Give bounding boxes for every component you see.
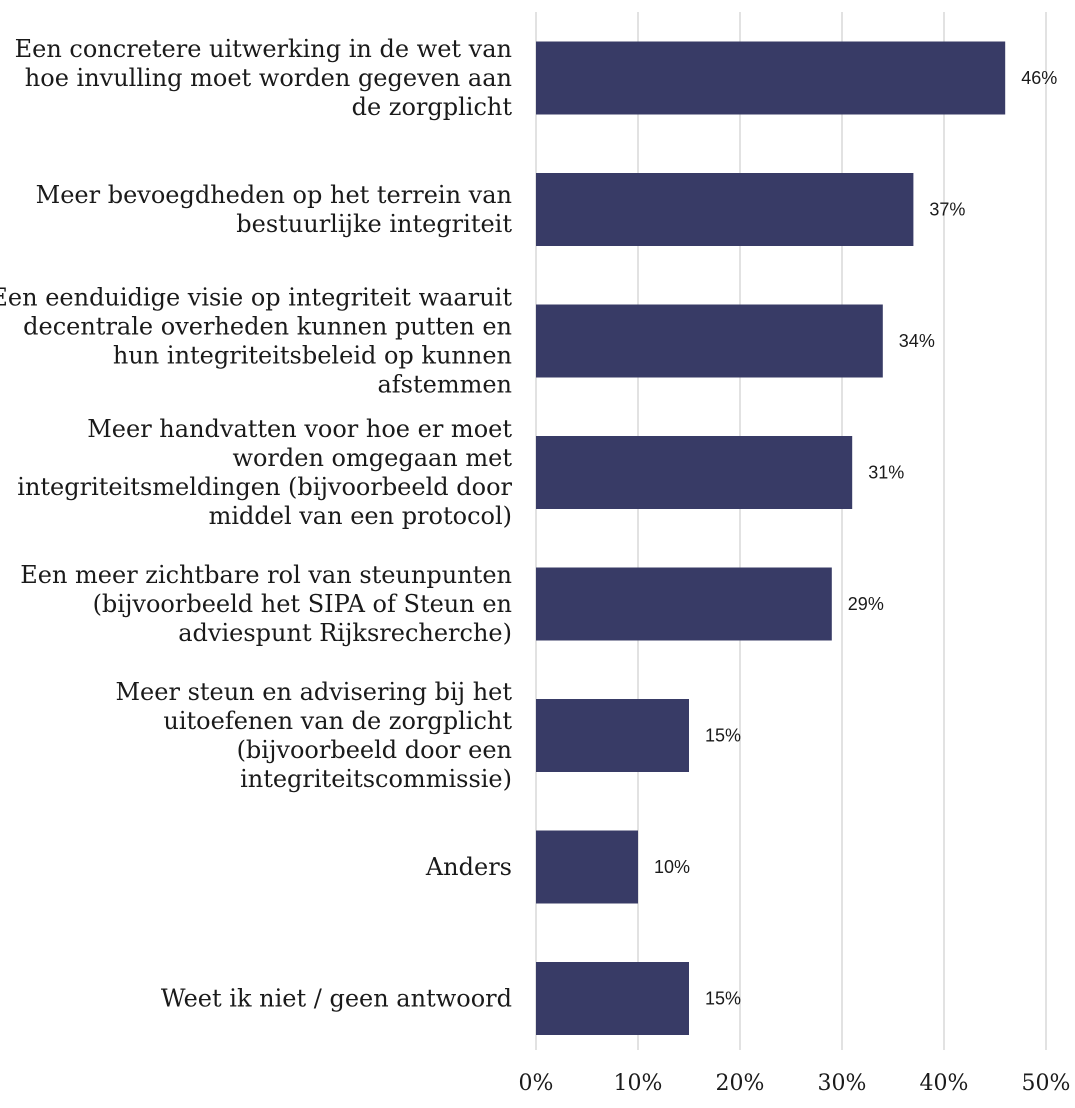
bar: [536, 830, 638, 904]
category-label-line: bestuurlijke integriteit: [236, 210, 512, 238]
x-tick-label: 20%: [716, 1071, 765, 1096]
bar: [536, 304, 883, 378]
bars: [536, 41, 1006, 1035]
category-label: Weet ik niet / geen antwoord: [161, 985, 512, 1013]
data-label: 34%: [899, 331, 935, 351]
category-label-line: (bijvoorbeeld door een: [237, 736, 512, 764]
bar: [536, 173, 914, 246]
category-label-line: Meer handvatten voor hoe er moet: [87, 415, 512, 443]
category-label-line: (bijvoorbeeld het SIPA of Steun en: [93, 590, 512, 618]
bar: [536, 962, 689, 1035]
category-label-line: Meer steun en advisering bij het: [115, 678, 512, 706]
category-label-line: integriteitscommissie): [240, 765, 512, 793]
x-tick-label: 10%: [614, 1071, 663, 1096]
data-label: 37%: [929, 200, 965, 220]
x-tick-label: 40%: [920, 1071, 969, 1096]
category-label-line: Anders: [425, 853, 512, 881]
data-label: 46%: [1021, 68, 1057, 88]
category-label-line: de zorgplicht: [352, 93, 513, 121]
category-label: Anders: [425, 853, 512, 881]
data-label: 15%: [705, 989, 741, 1009]
category-label-line: Een eenduidige visie op integriteit waar…: [0, 284, 512, 312]
category-label: Een eenduidige visie op integriteit waar…: [0, 284, 512, 399]
category-label-line: afstemmen: [377, 371, 512, 399]
category-label-line: hun integriteitsbeleid op kunnen: [113, 342, 512, 370]
category-label: Meer steun en advisering bij het uitoefen…: [115, 678, 512, 793]
category-label-line: Weet ik niet / geen antwoord: [161, 985, 512, 1013]
category-label-line: Een concretere uitwerking in de wet van: [15, 35, 512, 63]
data-label: 29%: [848, 594, 884, 614]
category-labels: Een concretere uitwerking in de wet van h…: [0, 35, 513, 1013]
x-tick-label: 50%: [1022, 1071, 1071, 1096]
category-label: Meer handvatten voor hoe er moet worden o…: [17, 415, 512, 530]
category-label-line: integriteitsmeldingen (bijvoorbeeld door: [17, 473, 512, 501]
category-label-line: adviespunt Rijksrecherche): [178, 619, 512, 647]
category-label: Meer bevoegdheden op het terrein van best…: [36, 181, 513, 238]
category-label: Een concretere uitwerking in de wet van h…: [15, 35, 513, 121]
x-axis-tick-labels: 0% 10% 20% 30% 40% 50%: [519, 1071, 1071, 1096]
bar: [536, 41, 1006, 115]
data-label: 10%: [654, 857, 690, 877]
data-label: 31%: [868, 463, 904, 483]
category-label-line: decentrale overheden kunnen putten en: [23, 313, 512, 341]
x-tick-label: 0%: [519, 1071, 554, 1096]
x-tick-label: 30%: [818, 1071, 867, 1096]
bar: [536, 699, 689, 772]
category-label-line: worden omgegaan met: [232, 444, 512, 472]
category-label-line: uitoefenen van de zorgplicht: [163, 707, 512, 735]
category-label-line: Een meer zichtbare rol van steunpunten: [20, 561, 512, 589]
value-labels: 46% 37% 34% 31% 29% 15% 10% 15%: [654, 68, 1057, 1009]
bar: [536, 567, 832, 641]
category-label: Een meer zichtbare rol van steunpunten (b…: [20, 561, 512, 647]
data-label: 15%: [705, 726, 741, 746]
category-label-line: Meer bevoegdheden op het terrein van: [36, 181, 512, 209]
category-label-line: hoe invulling moet worden gegeven aan: [25, 64, 512, 92]
bar: [536, 436, 853, 509]
category-label-line: middel van een protocol): [209, 502, 512, 530]
